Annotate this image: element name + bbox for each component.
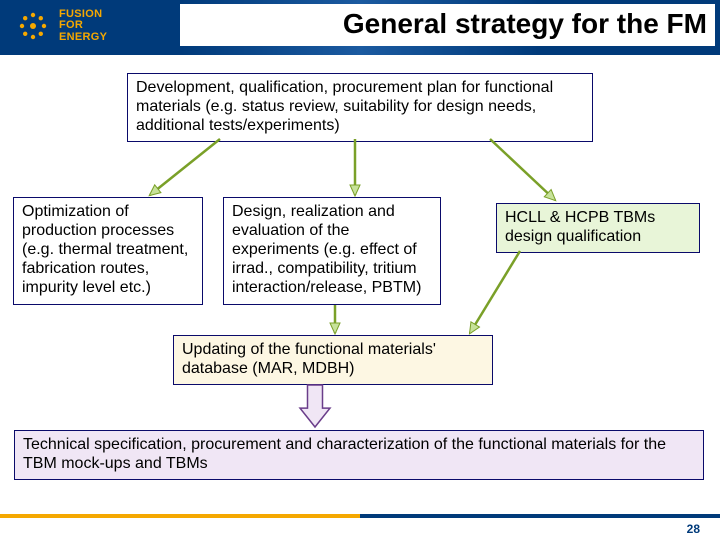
logo-starburst-icon [15, 8, 51, 44]
slide-title: General strategy for the FM [180, 4, 715, 46]
arrow-right-to-update [470, 251, 520, 333]
logo-text: FUSION FOR ENERGY [59, 9, 107, 44]
box-design-qualification: HCLL & HCPB TBMs design qualification [496, 203, 700, 253]
page-number: 28 [687, 522, 700, 536]
box-optimization: Optimization of production processes (e.… [13, 197, 203, 305]
box-development-plan: Development, qualification, procurement … [127, 73, 593, 142]
box-technical-spec: Technical specification, procurement and… [14, 430, 704, 480]
logo: FUSION FOR ENERGY [15, 8, 107, 44]
footer-stripe [0, 514, 720, 518]
box-design-evaluation: Design, realization and evaluation of th… [223, 197, 441, 305]
box-database-update: Updating of the functional materials' da… [173, 335, 493, 385]
arrow-top-to-right [490, 139, 555, 200]
block-arrow-update-to-bottom [300, 385, 330, 427]
arrow-top-to-left [150, 139, 220, 195]
